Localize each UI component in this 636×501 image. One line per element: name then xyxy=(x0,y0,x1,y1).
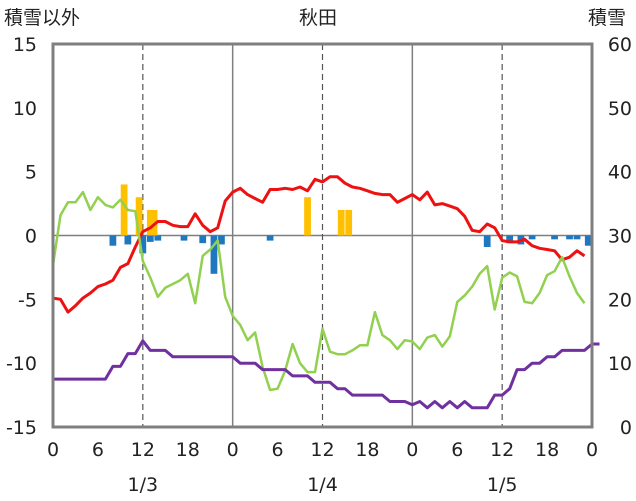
precip-bar xyxy=(506,235,514,244)
precip-bars xyxy=(109,184,592,274)
precip-bar xyxy=(109,235,117,246)
x-tick-label: 12 xyxy=(490,439,514,461)
series-line-red xyxy=(52,175,586,314)
x-tick-label: 6 xyxy=(92,439,104,461)
right-tick-label: 10 xyxy=(608,353,632,375)
precip-bar xyxy=(210,235,218,274)
chart-title: 秋田 xyxy=(299,7,337,29)
right-tick-label: 40 xyxy=(608,162,632,184)
right-tick-label: 20 xyxy=(608,289,632,311)
x-tick-label: 6 xyxy=(451,439,463,461)
x-tick-label: 12 xyxy=(131,439,155,461)
date-label: 1/3 xyxy=(128,474,159,496)
left-tick-label: -15 xyxy=(6,417,37,439)
x-tick-label: 0 xyxy=(47,439,59,461)
series-lines xyxy=(51,175,600,410)
x-tick-label: 0 xyxy=(406,439,418,461)
left-axis-title: 積雪以外 xyxy=(4,7,80,29)
x-tick-label: 18 xyxy=(535,439,559,461)
precip-bar xyxy=(146,209,154,236)
precip-bar xyxy=(120,184,128,236)
left-tick-label: 0 xyxy=(25,226,37,248)
series-line-purple xyxy=(53,339,600,410)
right-tick-label: 0 xyxy=(620,417,632,439)
precip-bar xyxy=(304,197,311,236)
grid xyxy=(53,44,592,427)
left-tick-label: -10 xyxy=(6,353,37,375)
right-tick-label: 60 xyxy=(608,34,632,56)
left-tick-label: 5 xyxy=(25,162,37,184)
precip-bar xyxy=(135,197,143,236)
x-tick-label: 18 xyxy=(355,439,379,461)
date-label: 1/4 xyxy=(307,474,338,496)
precip-bar xyxy=(199,235,207,244)
x-tick-label: 12 xyxy=(310,439,334,461)
precip-bar xyxy=(266,235,274,241)
precip-bar xyxy=(551,235,558,240)
precip-bar xyxy=(124,235,132,245)
date-label: 1/5 xyxy=(487,474,518,496)
precip-bar xyxy=(218,235,225,245)
precip-bar xyxy=(573,235,581,240)
precip-bar xyxy=(483,235,491,247)
x-tick-label: 0 xyxy=(586,439,598,461)
precip-bar xyxy=(528,235,536,240)
plot-frame xyxy=(51,42,594,429)
x-tick-label: 6 xyxy=(272,439,284,461)
precip-bar xyxy=(154,235,162,241)
series-line-green xyxy=(51,190,586,392)
precip-bar xyxy=(566,235,573,240)
x-tick-label: 18 xyxy=(176,439,200,461)
precip-bar xyxy=(139,235,147,254)
precip-bar xyxy=(180,235,188,241)
left-tick-label: 10 xyxy=(13,98,37,120)
precip-bar xyxy=(146,235,154,242)
right-tick-label: 50 xyxy=(608,98,632,120)
precip-bar xyxy=(337,209,345,236)
right-tick-label: 30 xyxy=(608,226,632,248)
left-tick-label: 15 xyxy=(13,34,37,56)
left-tick-label: -5 xyxy=(18,289,37,311)
precip-bar xyxy=(584,235,592,246)
x-tick-label: 0 xyxy=(227,439,239,461)
right-axis-title: 積雪 xyxy=(588,7,626,29)
precip-bar xyxy=(345,209,353,236)
